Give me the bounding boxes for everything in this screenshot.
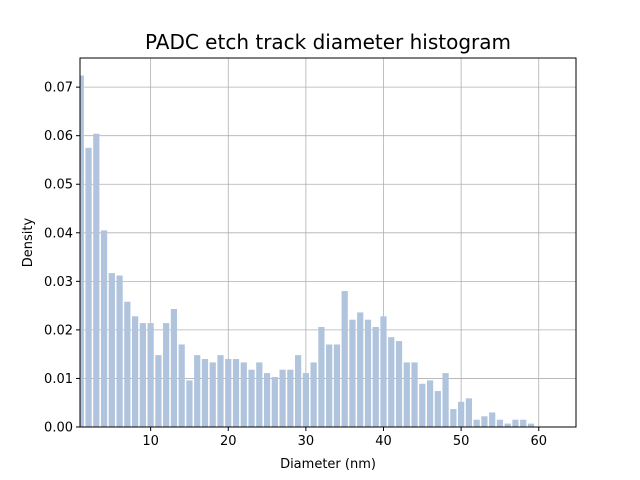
bar (411, 362, 418, 427)
bar (434, 391, 441, 427)
bar (256, 362, 263, 427)
bar (450, 409, 457, 427)
bar (240, 362, 247, 427)
bar (279, 369, 286, 427)
y-tick-label: 0.00 (44, 421, 73, 436)
bar (380, 316, 387, 427)
bar (520, 419, 527, 427)
plot-frame (79, 57, 577, 428)
bar (458, 401, 465, 427)
bar (504, 423, 511, 427)
bar (489, 412, 496, 427)
bar (302, 373, 309, 427)
bar (512, 419, 519, 427)
bar (465, 398, 472, 427)
bar (201, 359, 209, 427)
y-tick-label: 0.07 (44, 81, 73, 96)
bar (124, 301, 131, 427)
bar (481, 416, 488, 427)
bar (349, 319, 356, 427)
bar (248, 369, 255, 427)
bar (442, 373, 449, 427)
bar (326, 344, 333, 427)
bar (194, 355, 201, 427)
bar (139, 323, 146, 427)
x-tick-label: 50 (453, 434, 470, 449)
bar (271, 376, 278, 427)
histogram-bars (80, 75, 535, 427)
bar (473, 419, 480, 427)
bar (232, 359, 240, 427)
bar (85, 147, 92, 427)
bar (318, 326, 325, 427)
bar (80, 75, 84, 427)
x-axis-ticks: 10 20 30 40 50 60 (142, 427, 547, 449)
bar (178, 344, 185, 427)
bar (186, 380, 193, 427)
bar (357, 312, 364, 427)
bar (388, 337, 395, 427)
y-gridlines (80, 86, 576, 428)
bar (403, 362, 410, 427)
x-tick-label: 60 (530, 434, 547, 449)
bar (132, 316, 139, 427)
y-tick-label: 0.05 (44, 178, 73, 193)
bar (295, 355, 302, 427)
bar (93, 133, 100, 427)
y-axis-label: Density (21, 217, 36, 267)
bar (426, 380, 434, 427)
bar (155, 355, 162, 427)
bar (108, 273, 115, 427)
x-tick-label: 30 (298, 434, 315, 449)
bar (217, 355, 224, 427)
bar (364, 319, 372, 427)
bar (147, 323, 154, 427)
y-axis-ticks: 0.00 0.01 0.02 0.03 0.04 0.05 0.06 0.07 (44, 81, 80, 436)
bar (209, 362, 216, 427)
y-tick-label: 0.01 (44, 372, 73, 387)
bar (419, 383, 426, 427)
y-tick-label: 0.04 (44, 226, 73, 241)
bar (310, 362, 317, 427)
x-axis-label: Diameter (nm) (280, 457, 376, 472)
bar (527, 423, 535, 427)
bar (372, 326, 379, 427)
bar (116, 275, 123, 427)
y-tick-label: 0.02 (44, 323, 73, 338)
bar (100, 230, 108, 427)
bar (170, 309, 178, 427)
y-tick-label: 0.03 (44, 275, 73, 290)
x-tick-label: 10 (142, 434, 159, 449)
bar (263, 373, 271, 427)
bar (287, 369, 294, 427)
y-tick-label: 0.06 (44, 129, 73, 144)
bar (341, 291, 348, 427)
bar (496, 419, 504, 427)
x-tick-label: 20 (220, 434, 237, 449)
bar (395, 341, 403, 427)
bar (225, 359, 232, 427)
bar (333, 344, 341, 427)
x-tick-label: 40 (375, 434, 392, 449)
bar (163, 323, 170, 427)
chart-title: PADC etch track diameter histogram (145, 30, 511, 54)
